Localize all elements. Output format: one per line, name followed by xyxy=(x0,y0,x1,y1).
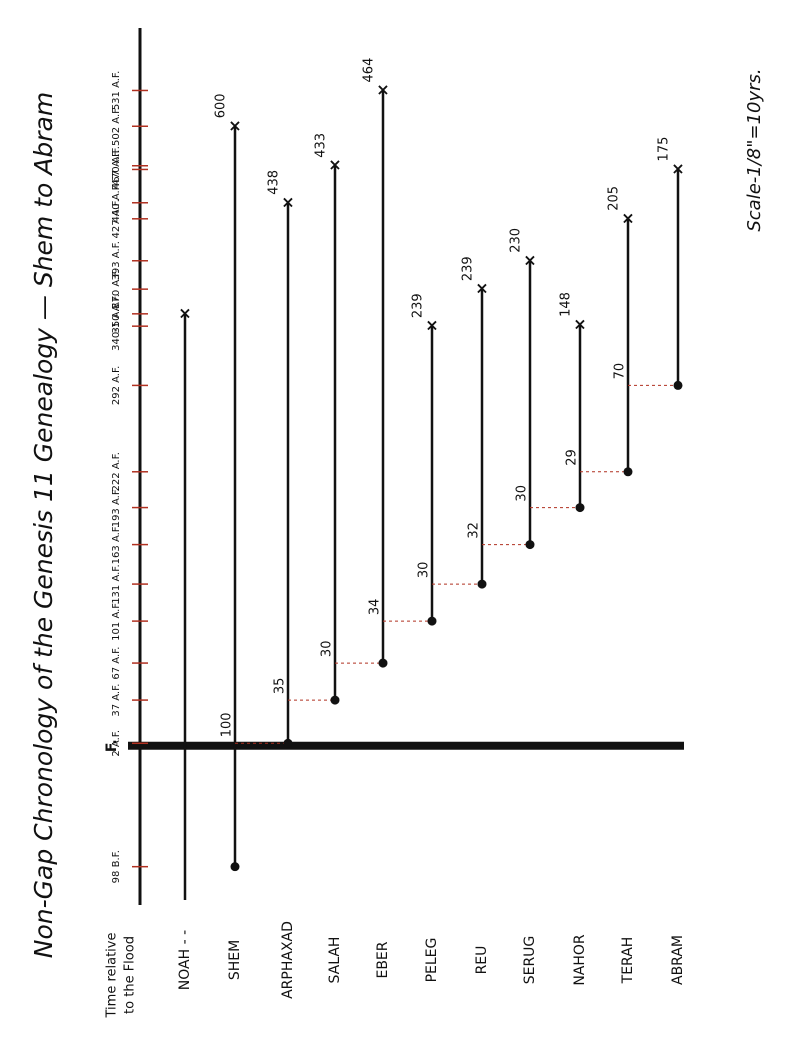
death-mark: × xyxy=(281,192,294,211)
person-name: REU xyxy=(474,946,490,975)
person-name: NOAH - - xyxy=(177,930,193,990)
y-tick-label: 131 A.F. xyxy=(111,564,122,603)
y-tick-label: 101 A.F. xyxy=(111,601,122,640)
birth-dot xyxy=(673,380,683,390)
person-name: SHEM xyxy=(227,940,243,980)
lifespan-label: 239 xyxy=(461,256,476,281)
person-name: ABRAM xyxy=(670,935,686,985)
person-name: EBER xyxy=(375,941,391,978)
y-tick-label: 340-1 A.F. xyxy=(111,301,122,350)
lifespan-label: 438 xyxy=(267,170,282,195)
death-mark: × xyxy=(475,279,488,298)
death-mark: × xyxy=(328,155,341,174)
death-mark: × xyxy=(425,316,438,335)
death-mark: × xyxy=(228,116,241,135)
son-age-label: 100 xyxy=(220,712,235,737)
y-tick-label: 502 A.F. xyxy=(111,107,122,146)
y-tick-label: 370 A.F. xyxy=(111,269,122,308)
son-age-label: 34 xyxy=(368,599,383,616)
lifespan-label: 148 xyxy=(559,292,574,317)
flood-bar xyxy=(128,741,684,750)
death-mark: × xyxy=(178,303,191,322)
y-tick-label: 2 A.F. xyxy=(111,730,122,757)
birth-dot xyxy=(525,540,535,550)
y-tick-label: 531 A.F. xyxy=(111,71,122,110)
axis-label: to the Flood xyxy=(123,936,138,1014)
y-tick-label: F. xyxy=(104,739,120,752)
son-age-label: 29 xyxy=(565,449,580,466)
y-tick-label: 292 A.F. xyxy=(111,366,122,405)
birth-dot xyxy=(283,738,293,748)
y-tick-label: 467 A.F. xyxy=(111,150,122,189)
lifespan-label: 230 xyxy=(509,228,524,253)
birth-dot xyxy=(623,467,633,477)
lifespan-label: 433 xyxy=(314,133,329,158)
birth-dot xyxy=(330,695,340,705)
person-name: NAHOR xyxy=(572,934,588,986)
son-age-label: 35 xyxy=(273,678,288,695)
person-name: SALAH xyxy=(327,937,343,984)
death-mark: × xyxy=(523,250,536,269)
y-tick-label: 193 A.F. xyxy=(111,488,122,527)
lifespan-label: 239 xyxy=(411,293,426,318)
death-mark: × xyxy=(573,314,586,333)
y-tick-label: 163 A.F. xyxy=(111,525,122,564)
y-tick-label: 67 A.F. xyxy=(111,647,122,680)
death-mark: × xyxy=(376,80,389,99)
birth-dot xyxy=(378,658,388,668)
lifespan-label: 175 xyxy=(657,137,672,162)
y-tick-label: 37 A.F. xyxy=(111,684,122,717)
y-tick-label: 470 A.F. xyxy=(111,146,122,185)
lifespan-label: 205 xyxy=(607,186,622,211)
lifespan-label: 600 xyxy=(214,93,229,118)
son-age-label: 70 xyxy=(613,363,628,380)
son-age-label: 30 xyxy=(320,641,335,658)
y-tick-label: 222 A.F. xyxy=(111,452,122,491)
y-tick-label: 98 B.F. xyxy=(111,850,122,883)
birth-dot xyxy=(230,862,240,872)
son-age-label: 30 xyxy=(417,562,432,579)
axis-label: Time relative xyxy=(105,933,120,1019)
birth-dot xyxy=(427,616,437,626)
y-tick-label: 350 A.F. xyxy=(111,294,122,333)
scale-note: Scale-1/8"=10yrs. xyxy=(744,68,765,231)
lifespan-label: 464 xyxy=(362,58,377,83)
y-tick-label: 440 A.F. xyxy=(111,183,122,222)
person-name: PELEG xyxy=(424,938,440,983)
person-name: ARPHAXAD xyxy=(280,921,296,999)
person-name: SERUG xyxy=(522,936,538,985)
death-mark: × xyxy=(671,159,684,178)
y-tick-label: 393 A.F. xyxy=(111,241,122,280)
chart-title: Non-Gap Chronology of the Genesis 11 Gen… xyxy=(29,92,58,958)
person-name: TERAH xyxy=(620,937,636,985)
son-age-label: 32 xyxy=(467,522,482,539)
birth-dot xyxy=(575,503,585,513)
death-mark: × xyxy=(621,208,634,227)
birth-dot xyxy=(477,579,487,589)
y-tick-label: 427 A.F. xyxy=(111,199,122,238)
son-age-label: 30 xyxy=(515,485,530,502)
